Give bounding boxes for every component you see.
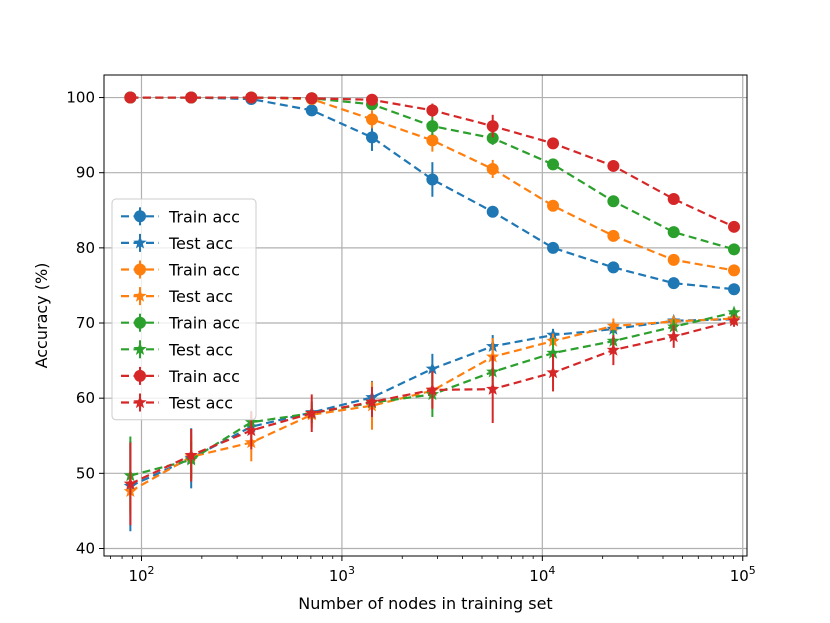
series-6 xyxy=(124,91,741,233)
data-point xyxy=(667,193,680,206)
data-point xyxy=(426,173,439,186)
data-point xyxy=(366,131,379,144)
data-point xyxy=(486,205,499,218)
data-point xyxy=(366,93,379,106)
legend-label: Train acc xyxy=(168,314,240,333)
legend-label: Test acc xyxy=(168,394,233,413)
data-point xyxy=(486,132,499,145)
series-7 xyxy=(123,313,741,526)
data-point xyxy=(134,369,146,382)
data-point xyxy=(547,158,560,171)
legend-item: Train acc xyxy=(121,207,240,226)
legend-label: Train acc xyxy=(168,261,240,280)
data-point xyxy=(305,406,319,419)
data-point xyxy=(133,395,147,409)
legend-item: Train acc xyxy=(121,260,240,280)
data-point xyxy=(245,91,258,104)
data-point xyxy=(607,195,620,208)
data-point xyxy=(728,283,741,296)
y-tick-label: 80 xyxy=(76,239,95,257)
data-point xyxy=(486,382,500,395)
data-point xyxy=(607,159,620,172)
data-point xyxy=(366,113,379,126)
data-point xyxy=(667,253,680,266)
data-point xyxy=(607,261,620,274)
data-point xyxy=(728,243,741,256)
data-point xyxy=(486,120,499,133)
series-layer xyxy=(123,91,741,532)
data-point xyxy=(426,120,439,133)
data-point xyxy=(667,277,680,290)
data-point xyxy=(185,91,198,104)
data-point xyxy=(425,382,440,396)
y-tick-label: 40 xyxy=(76,539,95,557)
legend: Train acc Test acc Train acc Test acc Train … xyxy=(111,198,257,421)
data-point xyxy=(727,305,741,319)
x-tick-label: 102 xyxy=(128,564,154,585)
legend-item: Train acc xyxy=(121,313,240,333)
legend-label: Test acc xyxy=(168,340,233,359)
data-point xyxy=(123,476,138,490)
data-point xyxy=(426,134,439,147)
data-point xyxy=(728,264,741,277)
data-point xyxy=(426,104,439,117)
data-point xyxy=(546,365,560,379)
data-point xyxy=(728,220,741,233)
x-tick-label: 103 xyxy=(329,564,355,585)
legend-item: Test acc xyxy=(121,340,233,359)
y-tick-label: 70 xyxy=(76,314,95,332)
y-tick-label: 60 xyxy=(76,389,95,407)
x-tick-label: 105 xyxy=(730,564,756,585)
legend-label: Train acc xyxy=(168,207,240,226)
data-point xyxy=(606,319,621,332)
data-point xyxy=(547,241,560,254)
data-point xyxy=(244,423,258,437)
axis-ticks: 40 50 60 70 80 90 100 102 103 104 105 xyxy=(66,89,755,585)
y-tick-label: 90 xyxy=(76,164,95,182)
data-point xyxy=(425,361,440,375)
y-axis-label: Accuracy (%) xyxy=(32,263,51,369)
x-axis-label: Number of nodes in training set xyxy=(298,594,552,613)
data-point xyxy=(607,229,620,242)
data-point xyxy=(547,137,560,150)
data-point xyxy=(546,346,560,359)
legend-frame xyxy=(111,198,257,421)
data-point xyxy=(606,343,621,356)
data-point xyxy=(547,199,560,212)
data-point xyxy=(134,210,146,223)
data-point xyxy=(365,394,379,408)
data-point xyxy=(727,313,741,327)
data-point xyxy=(124,91,137,104)
y-tick-label: 50 xyxy=(76,464,95,482)
y-tick-label: 100 xyxy=(66,89,95,107)
data-point xyxy=(667,226,680,239)
data-point xyxy=(133,289,147,302)
plot-frame xyxy=(103,74,748,557)
data-point xyxy=(305,92,318,105)
legend-item: Test acc xyxy=(121,233,233,253)
data-point xyxy=(134,316,146,329)
legend-label: Train acc xyxy=(168,367,240,386)
data-point xyxy=(486,162,499,175)
data-point xyxy=(184,448,198,461)
legend-label: Test acc xyxy=(168,234,233,253)
x-tick-label: 104 xyxy=(529,564,555,585)
data-point xyxy=(133,342,147,355)
legend-label: Test acc xyxy=(168,287,233,306)
data-point xyxy=(667,329,681,343)
legend-item: Test acc xyxy=(121,393,233,413)
data-point xyxy=(133,235,147,249)
legend-item: Train acc xyxy=(121,366,240,386)
legend-item: Test acc xyxy=(121,287,233,306)
data-point xyxy=(305,104,318,117)
data-point xyxy=(134,263,146,276)
